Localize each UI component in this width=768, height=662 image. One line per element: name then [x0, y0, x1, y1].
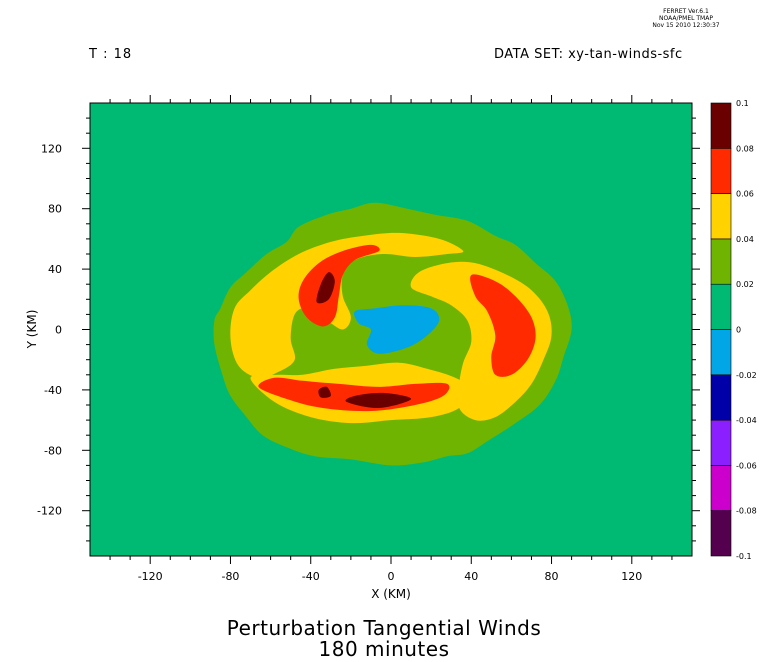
colorbar-label: -0.02 — [736, 371, 757, 380]
colorbar-swatch — [710, 102, 732, 149]
colorbar-swatch — [710, 193, 732, 240]
contour-fills — [213, 202, 572, 466]
x-tick-label: -80 — [221, 570, 239, 583]
y-tick-label: 80 — [48, 203, 62, 216]
colorbar-swatch — [710, 465, 732, 511]
contour-region — [298, 244, 380, 327]
x-tick-label: 40 — [464, 570, 478, 583]
colorbar-label: 0.02 — [736, 280, 754, 289]
x-axis-label: X (KM) — [371, 587, 411, 601]
contour-region — [316, 272, 335, 304]
x-tick-label: -120 — [138, 570, 163, 583]
y-tick-label: -120 — [37, 505, 62, 518]
colorbar-swatch — [710, 329, 732, 376]
colorbar-label: -0.1 — [736, 552, 752, 561]
y-tick-label: 120 — [41, 142, 62, 155]
contour-region — [318, 386, 331, 398]
colorbar-label: 0.08 — [736, 144, 754, 153]
ferret-credit: FERRET Ver.6.1 NOAA/PMEL TMAP Nov 15 201… — [636, 8, 736, 29]
credit-line: NOAA/PMEL TMAP — [659, 15, 713, 22]
colorbar-label: 0 — [736, 326, 741, 335]
x-tick-label: 120 — [621, 570, 642, 583]
subtitle-line: 180 minutes — [318, 637, 450, 661]
credit-line: FERRET Ver.6.1 — [663, 8, 709, 15]
colorbar-swatch — [710, 419, 732, 466]
plot-title: Perturbation Tangential Winds 180 minute… — [0, 618, 768, 660]
title-line: Perturbation Tangential Winds — [226, 616, 542, 640]
credit-line: Nov 15 2010 12:30:37 — [652, 22, 720, 29]
colorbar-label: 0.04 — [736, 235, 754, 244]
axis-labels: -120 -80 -40 0 40 80 120 120 80 40 0 -40 -80 -120 X (K… — [25, 142, 642, 601]
y-tick-label: 40 — [48, 263, 62, 276]
colorbar-swatch — [710, 510, 732, 557]
colorbar-label: 0.06 — [736, 190, 754, 199]
colorbar-swatch — [710, 238, 732, 285]
colorbar-label: 0.1 — [736, 99, 749, 108]
colorbar-swatch — [710, 374, 732, 421]
x-tick-label: 0 — [388, 570, 395, 583]
colorbar-label: -0.06 — [736, 461, 757, 470]
colorbar-swatch — [710, 283, 732, 330]
colorbar-label: -0.08 — [736, 507, 757, 516]
y-tick-label: 0 — [55, 324, 62, 337]
contour-region — [230, 232, 464, 378]
colorbar: -0.1 -0.08 -0.06 -0.04 -0.02 0 0.02 0.04 0.06 0.0… — [710, 99, 757, 561]
x-tick-label: 80 — [545, 570, 559, 583]
y-tick-label: -80 — [44, 444, 62, 457]
axis-ticks — [82, 95, 700, 564]
y-tick-label: -40 — [44, 384, 62, 397]
dataset-label: DATA SET: xy-tan-winds-sfc — [494, 47, 683, 62]
x-tick-label: -40 — [302, 570, 320, 583]
colorbar-swatch — [710, 148, 732, 194]
y-axis-label: Y (KM) — [25, 310, 39, 350]
contour-region — [354, 305, 440, 354]
contour-region — [470, 274, 536, 377]
colorbar-label: -0.04 — [736, 416, 757, 425]
time-label: T : 18 — [89, 47, 133, 62]
contour-region — [345, 392, 412, 409]
